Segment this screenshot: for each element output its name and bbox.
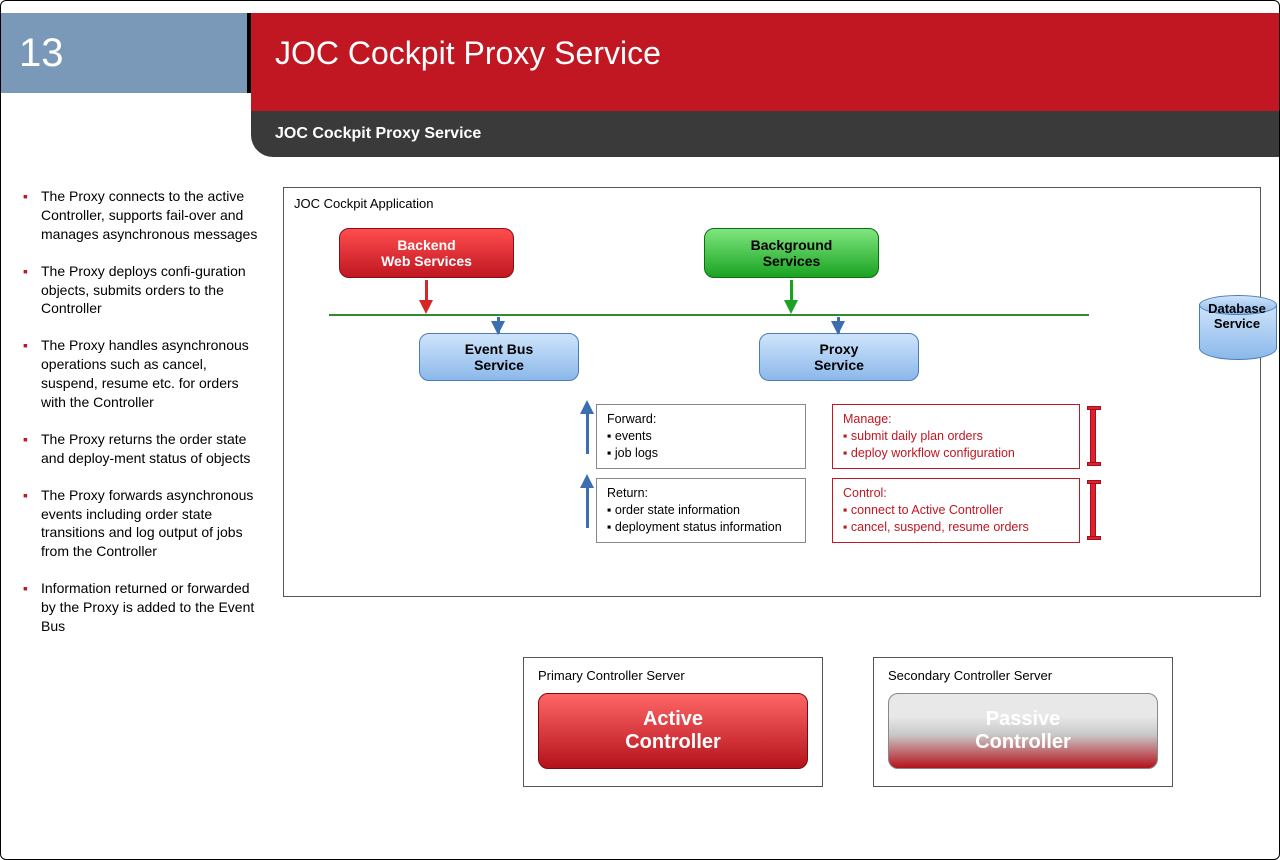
bullet-item: The Proxy returns the order state and de… [23, 430, 263, 468]
bus-line [329, 314, 1089, 316]
slide-title: JOC Cockpit Proxy Service [251, 13, 1279, 93]
arrow-down-icon [784, 300, 798, 314]
header: 13 JOC Cockpit Proxy Service [1, 13, 1279, 93]
bullet-item: The Proxy deploys confi-guration objects… [23, 262, 263, 319]
return-box: Return:order state informationdeployment… [596, 478, 806, 543]
background-services-node: BackgroundServices [704, 228, 879, 278]
passive-controller-node: PassiveController [888, 693, 1158, 769]
arrow-stem [586, 412, 589, 454]
joc-app-label: JOC Cockpit Application [294, 196, 1250, 211]
body: The Proxy connects to the active Control… [1, 157, 1279, 654]
arrow-down-icon [491, 321, 505, 335]
database-label: Database Service [1187, 301, 1280, 331]
bullet-item: The Proxy handles asynchronous operation… [23, 336, 263, 412]
manage-box: Manage:submit daily plan ordersdeploy wo… [832, 404, 1080, 469]
primary-controller-box: Primary Controller Server ActiveControll… [523, 657, 823, 787]
joc-app-box: JOC Cockpit Application BackendWeb Servi… [283, 187, 1261, 597]
subtitle-row: JOC Cockpit Proxy Service [1, 111, 1279, 157]
arrow-up-icon [580, 474, 594, 488]
secondary-controller-box: Secondary Controller Server PassiveContr… [873, 657, 1173, 787]
forward-box: Forward:eventsjob logs [596, 404, 806, 469]
event-bus-service-node: Event BusService [419, 333, 579, 381]
backend-web-services-node: BackendWeb Services [339, 228, 514, 278]
bullet-item: The Proxy connects to the active Control… [23, 187, 263, 244]
active-controller-node: ActiveController [538, 693, 808, 769]
primary-controller-label: Primary Controller Server [538, 668, 808, 683]
secondary-controller-label: Secondary Controller Server [888, 668, 1158, 683]
header-gap [1, 93, 1279, 111]
bullet-item: Information returned or forwarded by the… [23, 579, 263, 636]
arrow-stem [790, 280, 793, 302]
slide: 13 JOC Cockpit Proxy Service JOC Cockpit… [0, 0, 1280, 860]
bullet-column: The Proxy connects to the active Control… [23, 187, 263, 654]
red-bar-icon [1090, 482, 1096, 538]
slide-subtitle: JOC Cockpit Proxy Service [251, 111, 1279, 157]
bullet-item: The Proxy forwards asynchronous events i… [23, 486, 263, 562]
arrow-stem [586, 486, 589, 528]
page-number: 13 [1, 13, 251, 93]
control-box: Control:connect to Active Controllercanc… [832, 478, 1080, 543]
proxy-service-node: ProxyService [759, 333, 919, 381]
red-bar-icon [1090, 408, 1096, 464]
arrow-up-icon [580, 400, 594, 414]
arrow-down-icon [419, 300, 433, 314]
arrow-stem [425, 280, 428, 302]
diagram-area: JOC Cockpit Application BackendWeb Servi… [283, 187, 1261, 654]
arrow-down-icon [831, 321, 845, 335]
